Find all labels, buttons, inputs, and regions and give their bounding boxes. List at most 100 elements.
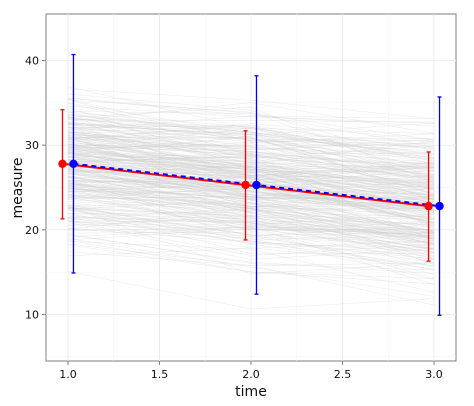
background-trajectory <box>67 129 435 179</box>
background-trajectory <box>67 122 435 168</box>
background-trajectory <box>67 244 435 279</box>
background-trajectory <box>67 208 435 236</box>
background-trajectory <box>67 180 435 244</box>
background-trajectory <box>67 191 435 250</box>
background-trajectory <box>67 204 435 253</box>
background-trajectory <box>67 188 435 237</box>
background-trajectory <box>67 209 435 241</box>
background-trajectory <box>67 202 435 239</box>
background-trajectory <box>67 175 435 218</box>
data-point <box>435 201 444 211</box>
background-trajectory <box>67 86 435 165</box>
background-trajectory <box>67 98 435 175</box>
background-trajectory <box>67 102 435 134</box>
background-trajectory <box>67 217 435 253</box>
background-trajectory <box>67 270 435 310</box>
background-trajectory <box>67 192 435 200</box>
background-trajectory <box>67 222 435 260</box>
background-trajectory <box>67 117 435 148</box>
background-trajectory <box>67 97 435 119</box>
background-trajectory <box>67 149 435 204</box>
background-trajectory <box>67 125 435 170</box>
background-trajectory <box>67 179 435 261</box>
background-trajectory <box>67 196 435 232</box>
background-trajectory <box>67 166 435 189</box>
background-trajectory <box>67 159 435 240</box>
background-trajectory <box>67 227 435 285</box>
background-trajectory <box>67 206 435 275</box>
background-trajectory <box>67 151 435 182</box>
background-trajectory <box>67 152 435 169</box>
background-trajectory <box>67 145 435 198</box>
background-trajectory <box>67 105 435 124</box>
background-trajectory <box>67 190 435 226</box>
background-trajectory <box>67 88 435 120</box>
background-trajectory <box>67 122 435 183</box>
background-trajectory <box>67 124 435 149</box>
background-trajectory <box>67 190 435 233</box>
x-axis-label: time <box>235 384 267 400</box>
y-tick-label: 10 <box>25 308 39 321</box>
background-trajectory <box>67 163 435 201</box>
background-trajectory <box>67 140 435 165</box>
background-trajectory <box>67 106 435 183</box>
background-trajectory <box>67 156 435 199</box>
data-point <box>241 180 250 190</box>
background-trajectory <box>67 156 435 227</box>
background-trajectory <box>67 118 435 161</box>
background-trajectory <box>67 139 435 179</box>
data-point <box>252 180 261 190</box>
background-trajectory <box>67 179 435 222</box>
background-trajectory <box>67 224 435 230</box>
x-tick-label: 2.5 <box>334 368 352 381</box>
background-trajectory <box>67 238 435 297</box>
background-trajectory <box>67 137 435 172</box>
background-trajectory <box>67 111 435 168</box>
background-trajectory <box>67 152 435 204</box>
background-trajectory <box>67 193 435 250</box>
background-trajectory <box>67 183 435 223</box>
x-axis: 1.0 1.5 2.0 2.5 3.0 <box>59 361 443 381</box>
background-trajectory <box>68 186 435 223</box>
background-trajectory <box>67 97 435 141</box>
background-trajectory <box>67 182 435 233</box>
background-trajectories <box>67 86 435 310</box>
background-trajectory <box>67 122 435 159</box>
background-trajectory <box>67 178 435 241</box>
background-trajectory <box>67 114 435 135</box>
background-trajectory <box>67 207 435 236</box>
background-trajectory <box>67 115 435 170</box>
background-trajectory <box>67 213 435 249</box>
background-trajectory <box>67 113 435 154</box>
background-trajectory <box>67 221 435 254</box>
x-tick-label: 2.0 <box>242 368 260 381</box>
background-trajectory <box>67 233 435 271</box>
x-tick-label: 1.5 <box>151 368 169 381</box>
y-tick-label: 40 <box>25 55 39 68</box>
background-trajectory <box>67 189 435 234</box>
series-layer <box>58 53 444 316</box>
background-trajectory <box>67 149 435 200</box>
y-axis-label: measure <box>10 157 26 218</box>
data-point <box>424 201 433 211</box>
background-trajectory <box>67 208 435 244</box>
data-point <box>58 159 67 169</box>
background-trajectory <box>67 133 435 176</box>
background-trajectory <box>67 139 435 200</box>
background-trajectory <box>67 132 435 186</box>
background-trajectory <box>67 226 435 279</box>
background-trajectory <box>67 129 435 185</box>
background-trajectory <box>67 116 435 155</box>
x-tick-label: 3.0 <box>425 368 443 381</box>
background-trajectory <box>67 151 435 199</box>
x-tick-label: 1.0 <box>59 368 77 381</box>
y-axis: 10 20 30 40 <box>25 55 46 321</box>
background-trajectory <box>67 127 435 149</box>
background-trajectory <box>67 133 435 189</box>
background-trajectory <box>67 127 435 142</box>
background-trajectory <box>67 213 435 268</box>
background-trajectory <box>67 152 435 182</box>
data-point <box>69 159 78 169</box>
background-trajectory <box>67 228 435 267</box>
